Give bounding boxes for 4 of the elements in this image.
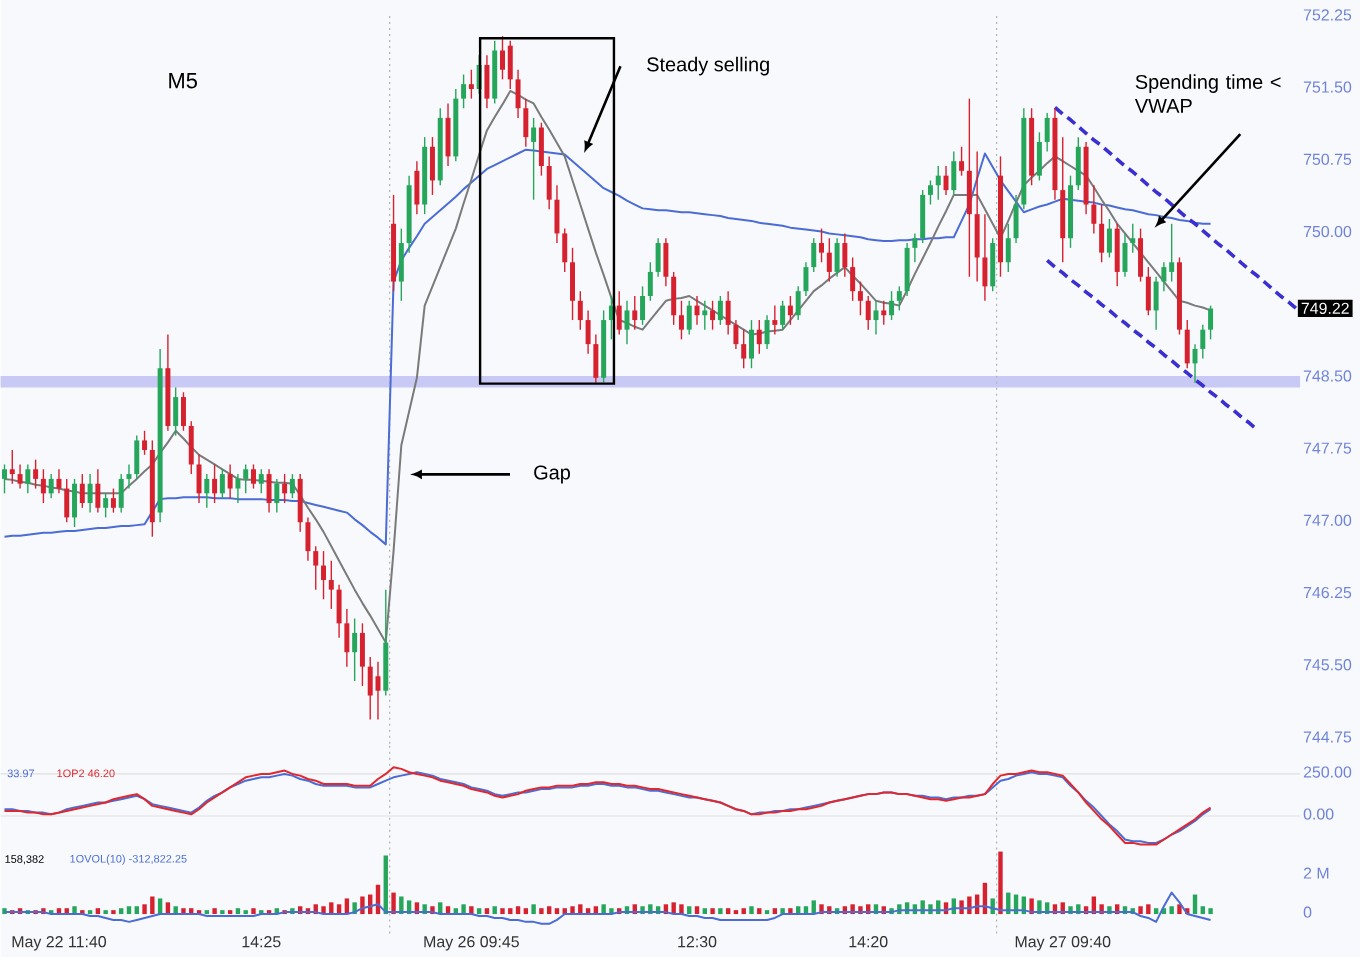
annotation: Gap <box>534 465 570 484</box>
annotation: Spending time < VWAP <box>1134 74 1281 114</box>
text: M5 <box>169 73 197 89</box>
annotation: Steady selling <box>647 57 769 76</box>
